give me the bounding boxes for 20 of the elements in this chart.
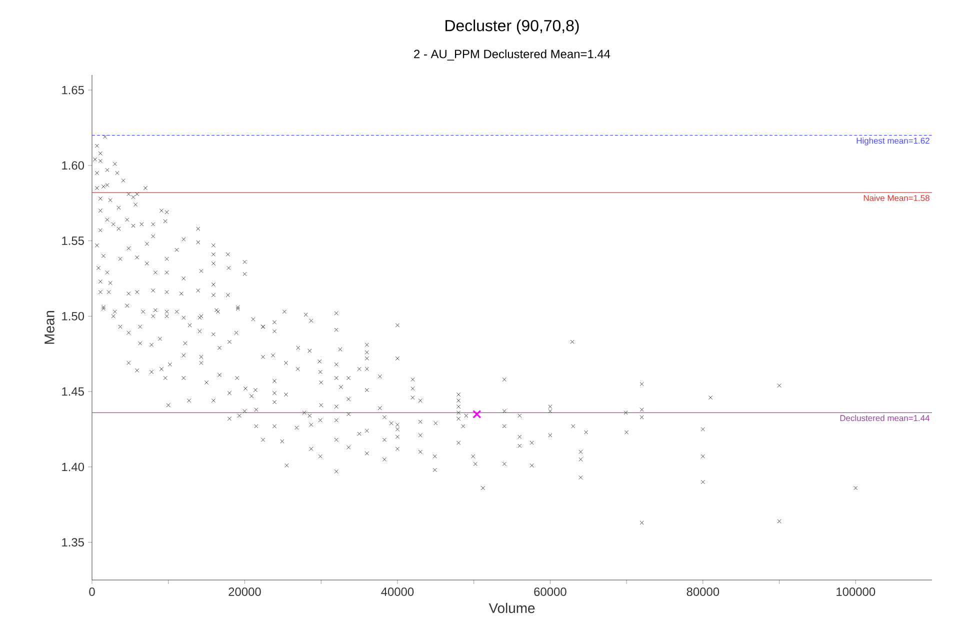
ref-line-label: Declustered mean=1.44 (840, 414, 930, 422)
y-tick-label: 1.55 (62, 236, 84, 245)
x-tick-label: 60000 (534, 588, 566, 596)
x-tick-label: 80000 (686, 588, 720, 596)
x-tick-label: 100000 (836, 588, 876, 596)
x-tick-label: 0 (89, 588, 95, 596)
chart-title: Decluster (90,70,8) (446, 20, 579, 34)
x-tick-label: 40000 (381, 588, 414, 596)
ref-line-label: Naive Mean=1.58 (864, 194, 930, 201)
y-tick-label: 1.50 (62, 312, 84, 320)
y-tick-label: 1.60 (62, 161, 84, 170)
chart-subtitle: 2 - AU_PPM Declustered Mean=1.44 (414, 49, 610, 61)
x-axis-title: Volume (488, 602, 535, 614)
y-tick-label: 1.45 (62, 387, 84, 396)
ref-line-label: Highest mean=1.62 (856, 137, 930, 146)
x-tick-label: 20000 (228, 588, 261, 596)
y-axis-title: Mean (44, 310, 54, 344)
y-tick-label: 1.35 (62, 538, 84, 547)
y-tick-label: 1.65 (62, 86, 84, 94)
y-tick-label: 1.40 (62, 462, 84, 472)
